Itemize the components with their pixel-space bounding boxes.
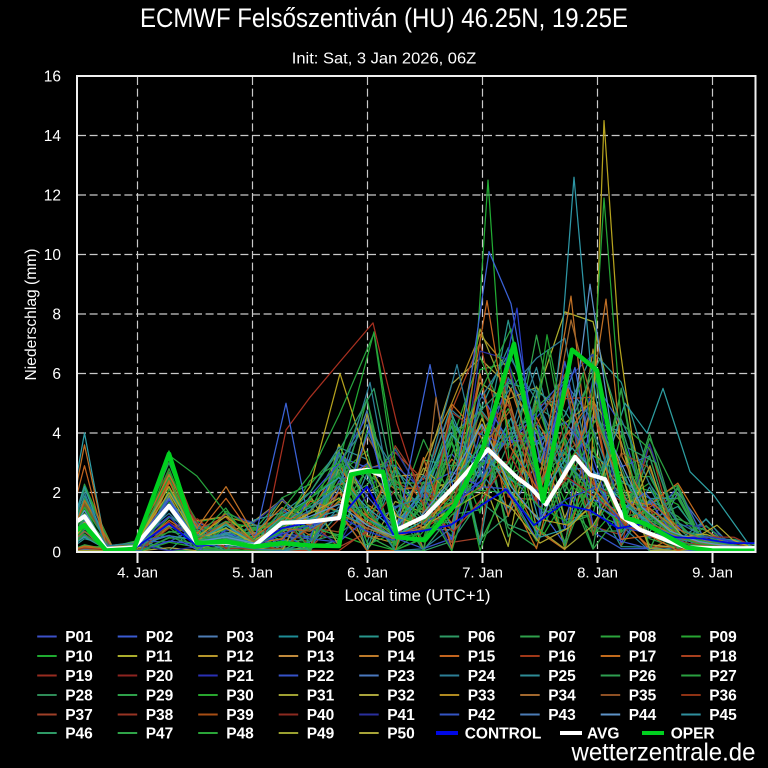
svg-text:P22: P22 <box>307 668 335 685</box>
svg-text:P50: P50 <box>387 725 415 742</box>
svg-text:P49: P49 <box>307 725 335 742</box>
svg-text:P34: P34 <box>548 687 576 704</box>
svg-text:P07: P07 <box>548 629 576 646</box>
svg-text:P40: P40 <box>307 707 335 724</box>
svg-text:CONTROL: CONTROL <box>465 725 542 742</box>
svg-text:P05: P05 <box>387 629 415 646</box>
svg-text:P08: P08 <box>629 629 657 646</box>
svg-text:Init: Sat, 3 Jan 2026, 06Z: Init: Sat, 3 Jan 2026, 06Z <box>292 51 477 68</box>
svg-text:P13: P13 <box>307 648 335 665</box>
svg-text:4. Jan: 4. Jan <box>117 565 158 582</box>
svg-text:Niederschlag (mm): Niederschlag (mm) <box>23 249 40 381</box>
svg-text:wetterzentrale.de: wetterzentrale.de <box>571 739 756 767</box>
svg-text:P12: P12 <box>226 648 254 665</box>
svg-text:P21: P21 <box>226 668 254 685</box>
svg-text:P42: P42 <box>468 707 496 724</box>
svg-text:ECMWF Felsőszentiván (HU) 46.2: ECMWF Felsőszentiván (HU) 46.25N, 19.25E <box>140 3 628 33</box>
svg-text:P11: P11 <box>146 648 173 665</box>
svg-text:8. Jan: 8. Jan <box>577 565 618 582</box>
svg-text:P38: P38 <box>146 707 174 724</box>
svg-text:P20: P20 <box>146 668 174 685</box>
svg-text:8: 8 <box>52 306 61 323</box>
svg-text:P24: P24 <box>468 668 496 685</box>
svg-text:5. Jan: 5. Jan <box>232 565 273 582</box>
svg-text:P33: P33 <box>468 687 496 704</box>
svg-text:P01: P01 <box>65 629 93 646</box>
svg-text:P47: P47 <box>146 725 174 742</box>
svg-text:P28: P28 <box>65 687 93 704</box>
svg-text:Local time (UTC+1): Local time (UTC+1) <box>345 586 491 605</box>
svg-text:P26: P26 <box>629 668 657 685</box>
svg-text:AVG: AVG <box>587 725 619 742</box>
svg-text:P14: P14 <box>387 648 415 665</box>
svg-text:10: 10 <box>44 247 62 264</box>
svg-text:P16: P16 <box>548 648 576 665</box>
svg-text:P03: P03 <box>226 629 254 646</box>
svg-text:P36: P36 <box>709 687 737 704</box>
svg-text:7. Jan: 7. Jan <box>462 565 503 582</box>
svg-text:P35: P35 <box>629 687 657 704</box>
svg-text:P48: P48 <box>226 725 254 742</box>
svg-text:P32: P32 <box>387 687 415 704</box>
svg-text:P10: P10 <box>65 648 93 665</box>
svg-text:P19: P19 <box>65 668 93 685</box>
svg-text:P06: P06 <box>468 629 496 646</box>
svg-text:OPER: OPER <box>671 725 715 742</box>
svg-text:P27: P27 <box>709 668 737 685</box>
svg-text:4: 4 <box>52 425 61 442</box>
svg-text:16: 16 <box>44 68 61 85</box>
svg-text:14: 14 <box>44 128 62 145</box>
svg-text:P18: P18 <box>709 648 737 665</box>
svg-text:9. Jan: 9. Jan <box>692 565 733 582</box>
svg-text:P09: P09 <box>709 629 737 646</box>
svg-text:P15: P15 <box>468 648 496 665</box>
svg-text:2: 2 <box>52 485 61 502</box>
svg-text:P37: P37 <box>65 707 93 724</box>
svg-text:P04: P04 <box>307 629 335 646</box>
svg-text:6: 6 <box>52 366 61 383</box>
svg-text:P39: P39 <box>226 707 254 724</box>
svg-text:P25: P25 <box>548 668 576 685</box>
svg-text:P46: P46 <box>65 725 93 742</box>
svg-text:P30: P30 <box>226 687 254 704</box>
svg-text:P44: P44 <box>629 707 657 724</box>
svg-text:P43: P43 <box>548 707 576 724</box>
svg-text:P45: P45 <box>709 707 737 724</box>
svg-text:0: 0 <box>52 544 61 561</box>
svg-text:P29: P29 <box>146 687 174 704</box>
svg-text:12: 12 <box>44 187 61 204</box>
svg-text:P17: P17 <box>629 648 657 665</box>
svg-text:P23: P23 <box>387 668 415 685</box>
svg-text:P31: P31 <box>307 687 335 704</box>
svg-text:P02: P02 <box>146 629 174 646</box>
svg-text:6. Jan: 6. Jan <box>347 565 388 582</box>
svg-text:P41: P41 <box>387 707 415 724</box>
